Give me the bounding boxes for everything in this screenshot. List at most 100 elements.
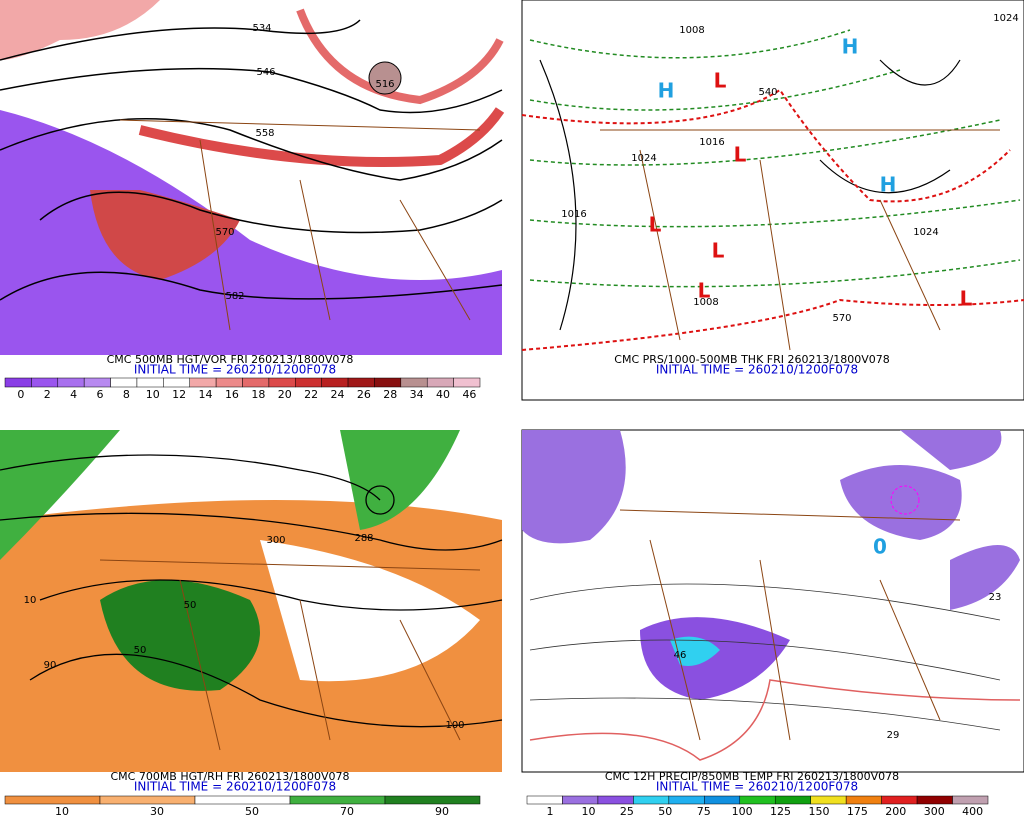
colorbar-swatch xyxy=(526,795,563,805)
colorbar-swatch xyxy=(4,795,101,805)
colorbar-swatch xyxy=(453,377,481,388)
colorbar-swatch xyxy=(952,795,989,805)
colorbar-label: 100 xyxy=(732,805,753,818)
colorbar-swatch xyxy=(374,377,402,388)
map-label: 546 xyxy=(256,67,275,78)
initial-time: INITIAL TIME = 260210/1200F078 xyxy=(656,780,858,794)
map-label: L xyxy=(960,287,973,311)
caption: CMC 500MB HGT/VOR FRI 260213/1800V078 xyxy=(107,353,354,366)
map-label: 1016 xyxy=(561,209,586,220)
map-label: 558 xyxy=(255,128,274,139)
colorbar-swatch xyxy=(31,377,59,388)
colorbar-swatch xyxy=(295,377,322,388)
colorbar-label: 300 xyxy=(924,805,945,818)
map-precip xyxy=(521,429,1024,773)
colorbar-label: 30 xyxy=(150,805,164,818)
colorbar-swatch xyxy=(163,377,190,388)
map-label: L xyxy=(698,279,711,303)
map-label: 1008 xyxy=(693,297,718,308)
map-label: 1016 xyxy=(699,137,724,148)
colorbar-swatch xyxy=(668,795,705,805)
colorbar-label: 50 xyxy=(245,805,259,818)
map-label: 570 xyxy=(832,313,851,324)
map-label: L xyxy=(714,69,727,93)
colorbar-label: 22 xyxy=(304,388,318,401)
colorbar-swatch xyxy=(562,795,599,805)
map-label: L xyxy=(734,143,747,167)
colorbar-label: 25 xyxy=(620,805,634,818)
map-label: H xyxy=(658,79,675,103)
colorbar-label: 125 xyxy=(770,805,791,818)
caption: CMC PRS/1000-500MB THK FRI 260213/1800V0… xyxy=(614,353,889,366)
map-label: 29 xyxy=(887,730,900,741)
colorbar-swatch xyxy=(597,795,634,805)
colorbar-swatch xyxy=(189,377,217,388)
colorbar-swatch xyxy=(110,377,138,388)
map-label: 90 xyxy=(44,660,57,671)
map-500mb xyxy=(0,0,505,355)
map-label: L xyxy=(712,239,725,263)
colorbar-swatch xyxy=(4,377,32,388)
map-label: 46 xyxy=(674,650,687,661)
colorbar-swatch xyxy=(83,377,111,388)
colorbar-swatch xyxy=(194,795,291,805)
map-label: 540 xyxy=(758,87,777,98)
map-label: 100 xyxy=(445,720,464,731)
colorbar-label: 24 xyxy=(331,388,345,401)
colorbar-label: 6 xyxy=(97,388,104,401)
colorbar-label: 175 xyxy=(847,805,868,818)
colorbar-swatch xyxy=(321,377,349,388)
map-label: 534 xyxy=(252,23,271,34)
colorbar-label: 75 xyxy=(697,805,711,818)
colorbar-label: 40 xyxy=(436,388,450,401)
initial-time: INITIAL TIME = 260210/1200F078 xyxy=(134,780,336,794)
colorbar-swatch xyxy=(268,377,296,388)
map-label: H xyxy=(842,35,859,59)
colorbar-swatch xyxy=(57,377,85,388)
colorbar-label: 200 xyxy=(885,805,906,818)
colorbar-label: 2 xyxy=(44,388,51,401)
map-label: 50 xyxy=(134,645,147,656)
colorbar-label: 4 xyxy=(70,388,77,401)
colorbar-swatch xyxy=(739,795,776,805)
map-label: 516 xyxy=(375,79,394,90)
caption: CMC 700MB HGT/RH FRI 260213/1800V078 xyxy=(110,770,349,783)
colorbar-swatch xyxy=(633,795,670,805)
colorbar-label: 18 xyxy=(251,388,265,401)
colorbar-swatch xyxy=(136,377,164,388)
map-label: L xyxy=(649,213,662,237)
colorbar-label: 16 xyxy=(225,388,239,401)
colorbar-swatch xyxy=(347,377,375,388)
colorbar-swatch xyxy=(289,795,386,805)
colorbar-label: 46 xyxy=(462,388,476,401)
colorbar-label: 150 xyxy=(808,805,829,818)
map-label: 1008 xyxy=(679,25,704,36)
colorbar-swatch xyxy=(774,795,811,805)
colorbar-swatch xyxy=(99,795,196,805)
map-thickness xyxy=(521,0,1024,401)
colorbar-label: 1 xyxy=(547,805,554,818)
map-label: 0 xyxy=(873,535,887,559)
colorbar-label: 34 xyxy=(410,388,424,401)
colorbar-label: 10 xyxy=(55,805,69,818)
colorbar-label: 28 xyxy=(383,388,397,401)
map-label: 570 xyxy=(215,227,234,238)
colorbar-label: 70 xyxy=(340,805,354,818)
map-label: 1024 xyxy=(631,153,656,164)
colorbar-label: 8 xyxy=(123,388,130,401)
initial-time: INITIAL TIME = 260210/1200F078 xyxy=(134,363,336,377)
colorbar-swatch xyxy=(384,795,481,805)
map-label: 50 xyxy=(184,600,197,611)
colorbar-swatch xyxy=(426,377,454,388)
colorbar-label: 12 xyxy=(172,388,186,401)
colorbar-label: 90 xyxy=(435,805,449,818)
map-label: 1024 xyxy=(913,227,938,238)
map-label: 23 xyxy=(989,592,1002,603)
map-label: 300 xyxy=(266,535,285,546)
colorbar-swatch xyxy=(810,795,847,805)
map-label: 1024 xyxy=(993,13,1018,24)
initial-time: INITIAL TIME = 260210/1200F078 xyxy=(656,363,858,377)
colorbar-label: 400 xyxy=(962,805,983,818)
colorbar-label: 14 xyxy=(199,388,213,401)
